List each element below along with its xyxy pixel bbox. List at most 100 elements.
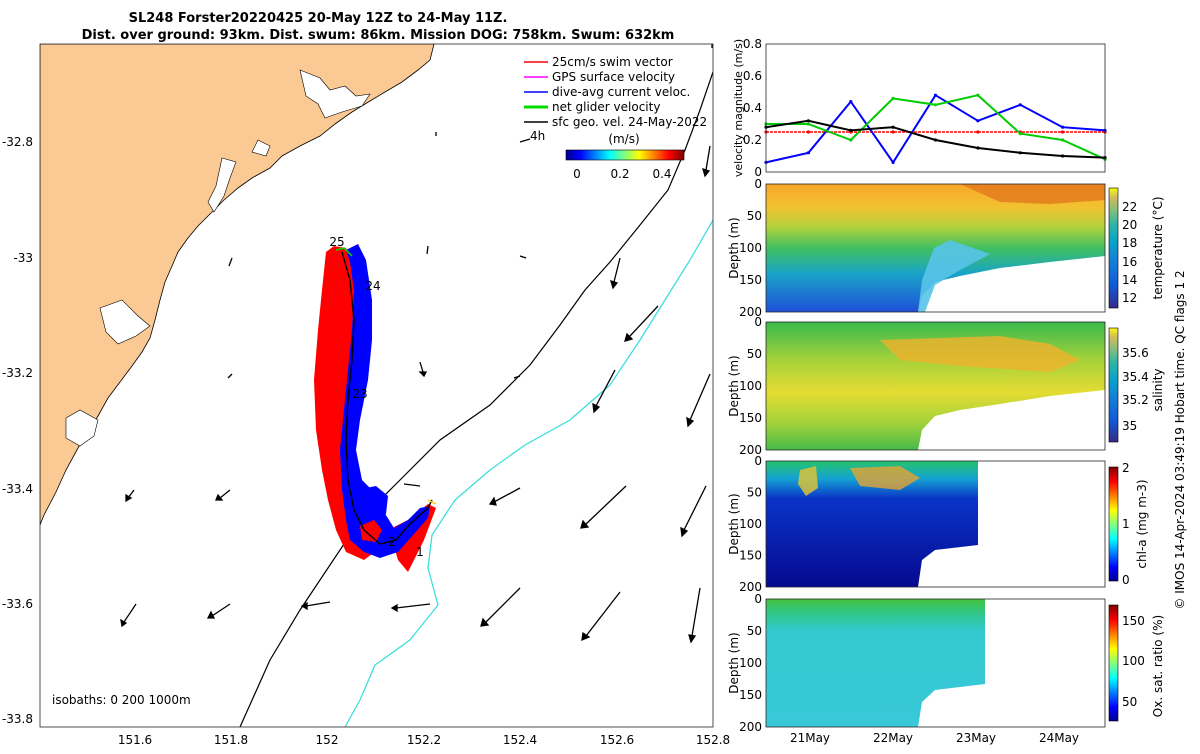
lon-tick-2: 151.8 bbox=[214, 733, 248, 747]
glider-track bbox=[314, 244, 437, 572]
sal-cb-tick-0: 35 bbox=[1122, 419, 1137, 433]
depth-tick: 0 bbox=[754, 454, 762, 468]
legend-gps: GPS surface velocity bbox=[552, 70, 675, 84]
lat-tick-5: -33.6 bbox=[2, 597, 33, 611]
velocity-point bbox=[933, 130, 938, 134]
chla-frame bbox=[765, 460, 1106, 588]
depth-tick: 100 bbox=[739, 379, 762, 393]
chla-cb-tick-2: 2 bbox=[1122, 461, 1130, 475]
depth-label: Depth (m) bbox=[727, 493, 741, 554]
swim-vector-lobe bbox=[360, 520, 382, 542]
chla-bloom-patch-2 bbox=[850, 466, 920, 490]
lat-tick-3: -33.2 bbox=[2, 366, 33, 380]
oxygen-frame bbox=[765, 598, 1106, 728]
title-line-1: SL248 Forster20220425 20-May 12Z to 24-M… bbox=[129, 11, 508, 26]
salinity-panel: 35 35.2 35.4 35.6 salinity bbox=[765, 321, 1165, 451]
temperature-cold-patch bbox=[918, 240, 990, 312]
depth-tick: 200 bbox=[739, 720, 762, 734]
lon-tick-5: 152.4 bbox=[503, 733, 537, 747]
vel-ytick-0: 0 bbox=[754, 165, 762, 179]
velocity-panel: 0 0.2 0.4 0.6 0.8 velocity magnitude (m/… bbox=[732, 37, 1107, 179]
depth-tick: 150 bbox=[739, 688, 762, 702]
velocity-point bbox=[976, 130, 980, 134]
depth-tick: 150 bbox=[739, 411, 762, 425]
legend-current: dive-avg current veloc. bbox=[552, 85, 690, 99]
oxygen-field bbox=[766, 599, 985, 727]
oxygen-panel: 50 100 150 Ox. sat. ratio (%) bbox=[765, 598, 1165, 728]
title-line-2: Dist. over ground: 93km. Dist. swum: 86k… bbox=[82, 28, 675, 43]
velocity-point bbox=[891, 130, 895, 134]
velocity-point bbox=[849, 138, 853, 142]
scale-label: 4h bbox=[530, 129, 545, 143]
velocity-ylabel: velocity magnitude (m/s) bbox=[732, 39, 745, 177]
time-tick-4: 24May bbox=[1039, 731, 1079, 745]
temperature-label: temperature (°C) bbox=[1151, 197, 1165, 300]
chla-bloom-patch bbox=[798, 466, 818, 496]
depth-tick: 0 bbox=[754, 177, 762, 191]
track-line bbox=[341, 251, 433, 545]
map-legend: 25cm/s swim vector GPS surface velocity … bbox=[524, 55, 707, 181]
lake-1 bbox=[299, 69, 371, 119]
day-label-23: 23 bbox=[352, 387, 367, 401]
temperature-panel: 12 14 16 18 20 22 temperature (°C) bbox=[765, 183, 1165, 313]
velocity-point bbox=[849, 100, 853, 104]
velocity-point bbox=[891, 160, 895, 164]
velocity-point bbox=[1061, 154, 1065, 158]
vel-ytick-2: 0.4 bbox=[743, 101, 762, 115]
velocity-point bbox=[1018, 103, 1022, 107]
vel-ytick-3: 0.6 bbox=[743, 69, 762, 83]
velocity-point bbox=[933, 103, 938, 107]
oxygen-label: Ox. sat. ratio (%) bbox=[1151, 615, 1165, 717]
oxygen-colorbar bbox=[1108, 604, 1119, 722]
depth-tick: 150 bbox=[739, 273, 762, 287]
lon-tick-4: 152.2 bbox=[407, 733, 441, 747]
current-vector-band bbox=[340, 244, 430, 558]
gps-line bbox=[427, 499, 437, 505]
chla-cb-tick-0: 0 bbox=[1122, 573, 1130, 587]
vel-ytick-4: 0.8 bbox=[743, 37, 762, 51]
velocity-point bbox=[806, 130, 811, 134]
day-label-2: 2 bbox=[388, 535, 396, 549]
time-tick-3: 23May bbox=[956, 731, 996, 745]
temp-cb-tick-4: 20 bbox=[1122, 218, 1137, 232]
velocity-point bbox=[806, 151, 811, 155]
depth-tick: 50 bbox=[747, 624, 762, 638]
velocity-point bbox=[933, 138, 938, 142]
velocity-point bbox=[891, 125, 895, 129]
speed-colorbar bbox=[565, 149, 685, 161]
map-frame bbox=[39, 43, 714, 728]
chla-colorbar bbox=[1108, 466, 1119, 582]
temp-cb-tick-2: 16 bbox=[1122, 255, 1137, 269]
lake-2 bbox=[207, 157, 237, 213]
credit-text: © IMOS 14-Apr-2024 03:49:19 Hobart time.… bbox=[1173, 270, 1187, 609]
lat-tick-4: -33.4 bbox=[2, 482, 33, 496]
legend-sfc: sfc geo. vel. 24-May-2022 bbox=[552, 115, 707, 129]
ox-cb-tick-2: 150 bbox=[1122, 614, 1145, 628]
time-axis: 21May 22May 23May 24May bbox=[790, 731, 1079, 745]
depth-tick: 200 bbox=[739, 305, 762, 319]
lon-tick-7: 152.8 bbox=[696, 733, 730, 747]
velocity-point bbox=[806, 122, 811, 126]
depth-tick: 50 bbox=[747, 209, 762, 223]
depth-tick: 150 bbox=[739, 549, 762, 563]
colorbar-tick-1: 0.2 bbox=[610, 167, 629, 181]
time-tick-1: 21May bbox=[790, 731, 830, 745]
temp-cb-tick-5: 22 bbox=[1122, 200, 1137, 214]
ox-cb-tick-0: 50 bbox=[1122, 695, 1137, 709]
net-velocity-line bbox=[335, 247, 353, 257]
velocity-point bbox=[806, 119, 811, 123]
velocity-point bbox=[976, 146, 980, 150]
day-label-25: 25 bbox=[329, 235, 344, 249]
velocity-point bbox=[1061, 138, 1065, 142]
temp-cb-tick-3: 18 bbox=[1122, 236, 1137, 250]
velocity-point bbox=[1061, 130, 1065, 134]
chla-label: chl-a (mg m-3) bbox=[1135, 479, 1149, 568]
velocity-point bbox=[849, 128, 853, 132]
map-panel: 25 24 23 2 1 25cm/s swim vector GPS surf… bbox=[2, 43, 730, 747]
lake-3 bbox=[99, 299, 151, 345]
velocity-point bbox=[891, 96, 895, 100]
legend-net: net glider velocity bbox=[552, 100, 660, 114]
depth-tick: 50 bbox=[747, 486, 762, 500]
lake-4 bbox=[65, 409, 99, 447]
